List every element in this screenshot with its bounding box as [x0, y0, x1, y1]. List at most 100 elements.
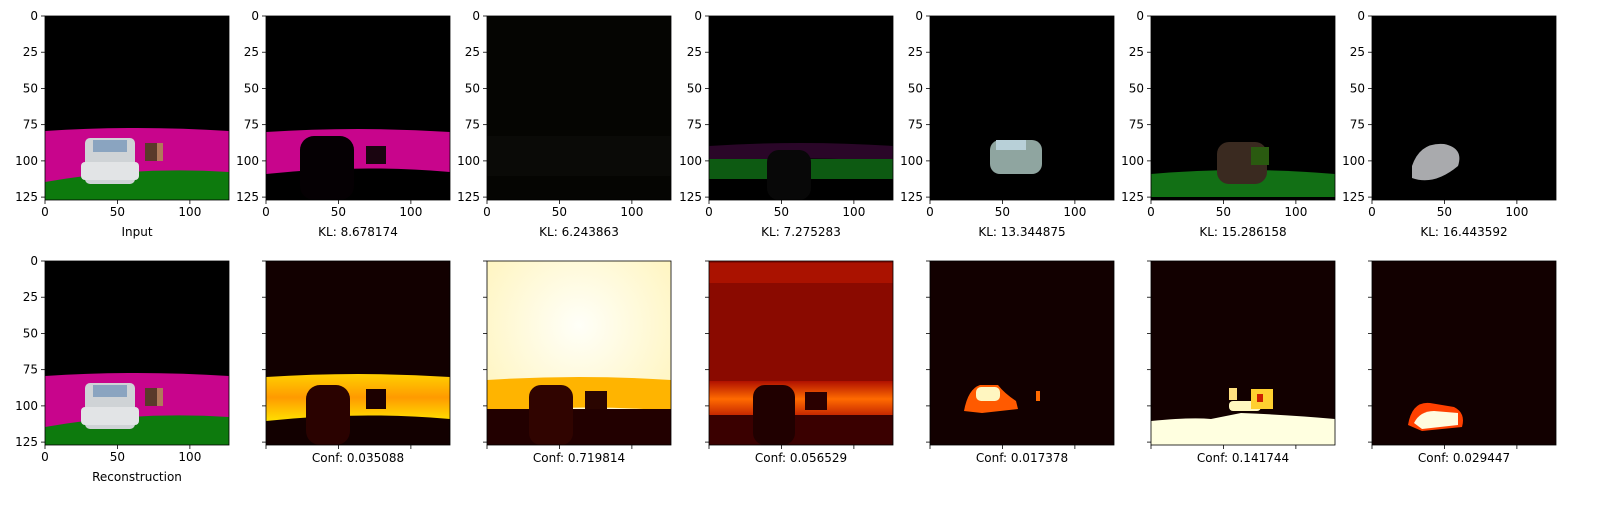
y-tick-label: 25	[465, 45, 480, 59]
heat-bg	[1372, 261, 1556, 445]
bottom-panel-2: Conf: 0.719814	[483, 260, 672, 465]
y-tick-label: 50	[465, 81, 480, 95]
y-tick-label: 0	[251, 9, 259, 23]
car-shadow	[300, 136, 354, 200]
x-tick-label: 0	[1147, 205, 1155, 219]
car-windshield	[93, 385, 127, 397]
axes-frame	[708, 260, 894, 446]
car-windshield	[996, 140, 1026, 150]
bottom-panel-4: Conf: 0.017378	[926, 260, 1115, 465]
sky	[1372, 16, 1556, 200]
y-tick-label: 50	[23, 326, 38, 340]
y-tick-label: 125	[900, 190, 923, 204]
y-tick-label: 50	[1350, 81, 1365, 95]
y-tick-label: 75	[23, 363, 38, 377]
road-band	[266, 129, 450, 174]
y-tick-label: 50	[1129, 81, 1144, 95]
y-tick-label: 100	[679, 154, 702, 168]
panel-caption: Conf: 0.029447	[1418, 451, 1510, 465]
panel-caption: KL: 8.678174	[318, 225, 398, 239]
axes-frame	[44, 260, 230, 446]
x-tick-label: 100	[178, 205, 201, 219]
panel-caption: KL: 16.443592	[1420, 225, 1507, 239]
y-tick-label: 125	[236, 190, 259, 204]
x-tick-label: 100	[1063, 205, 1086, 219]
heat-car	[306, 385, 350, 445]
x-tick-label: 100	[842, 205, 865, 219]
car-bumper	[81, 407, 139, 425]
y-tick-label: 25	[23, 290, 38, 304]
y-tick-label: 0	[30, 9, 38, 23]
y-tick-label: 125	[679, 190, 702, 204]
y-tick-label: 100	[1342, 154, 1365, 168]
axes-frame	[44, 15, 230, 201]
car-body	[1412, 143, 1460, 181]
y-tick-label: 75	[1350, 118, 1365, 132]
heat-lower	[487, 409, 671, 445]
x-tick-label: 0	[41, 450, 49, 464]
heat-car-hot	[976, 387, 1000, 401]
x-tick-label: 50	[552, 205, 567, 219]
axes-frame	[486, 15, 672, 201]
heat-box	[805, 392, 827, 410]
panel-caption: Reconstruction	[92, 470, 182, 484]
x-tick-label: 0	[1368, 205, 1376, 219]
x-tick-label: 100	[178, 450, 201, 464]
axes-frame	[265, 15, 451, 201]
top-panel-1: 0 50 100 0 25 50 75 100 125 KL: 8.678174	[236, 9, 451, 239]
x-tick-label: 0	[705, 205, 713, 219]
y-tick-label: 125	[15, 190, 38, 204]
top-panel-3: 0 50 100 0 25 50 75 100 125 KL: 7.275283	[679, 9, 894, 239]
axes-frame	[929, 15, 1115, 201]
top-panel-0: 0 50 100 0 25 50 75 100 125 Input	[15, 9, 230, 239]
y-tick-label: 0	[915, 9, 923, 23]
box-object	[145, 143, 159, 161]
panel-caption: Conf: 0.017378	[976, 451, 1068, 465]
panel-caption: KL: 13.344875	[978, 225, 1065, 239]
box-object	[145, 388, 159, 406]
bottom-panel-1: Conf: 0.035088	[262, 260, 451, 465]
bottom-panel-6: Conf: 0.029447	[1368, 260, 1557, 465]
bottom-panel-3: Conf: 0.056529	[705, 260, 894, 465]
y-tick-label: 75	[908, 118, 923, 132]
axes-frame	[265, 260, 451, 446]
y-tick-label: 75	[244, 118, 259, 132]
heat-box-core	[1257, 394, 1263, 402]
heat-car-hot	[1414, 411, 1458, 429]
y-tick-label: 50	[908, 81, 923, 95]
y-tick-label: 50	[23, 81, 38, 95]
box-object-side	[157, 143, 163, 161]
box-object	[1251, 147, 1269, 165]
y-tick-label: 100	[1121, 154, 1144, 168]
car-windshield	[93, 140, 127, 152]
y-tick-label: 0	[472, 9, 480, 23]
y-tick-label: 100	[15, 399, 38, 413]
y-tick-label: 125	[1342, 190, 1365, 204]
bottom-panel-5: Conf: 0.141744	[1147, 260, 1336, 465]
box-object	[366, 146, 386, 164]
heat-box	[366, 389, 386, 409]
top-panel-4: 0 50 100 0 25 50 75 100 125 KL: 13.344875	[900, 9, 1115, 239]
axes-frame	[1371, 260, 1557, 446]
heat-bg	[930, 261, 1114, 445]
x-tick-label: 100	[620, 205, 643, 219]
y-tick-label: 75	[23, 118, 38, 132]
panel-caption: KL: 7.275283	[761, 225, 841, 239]
y-tick-label: 50	[244, 81, 259, 95]
x-tick-label: 50	[1437, 205, 1452, 219]
top-panel-6: 0 50 100 0 25 50 75 100 125 KL: 16.443592	[1342, 9, 1557, 239]
y-tick-label: 0	[1357, 9, 1365, 23]
panel-caption: Conf: 0.035088	[312, 451, 404, 465]
x-tick-label: 100	[1505, 205, 1528, 219]
x-tick-label: 0	[483, 205, 491, 219]
axes-frame	[708, 15, 894, 201]
y-tick-label: 75	[1129, 118, 1144, 132]
y-tick-label: 100	[15, 154, 38, 168]
dim-band	[487, 136, 671, 176]
panel-caption: KL: 6.243863	[539, 225, 619, 239]
car-shadow	[767, 150, 811, 200]
x-tick-label: 50	[774, 205, 789, 219]
axes-frame	[1371, 15, 1557, 201]
y-tick-label: 25	[1129, 45, 1144, 59]
